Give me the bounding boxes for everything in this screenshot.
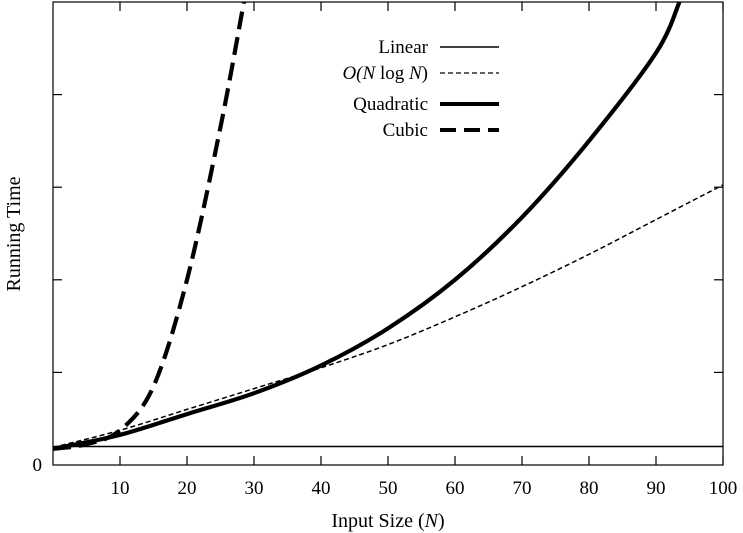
series-line-thick-dashed [52, 1, 246, 451]
x-tick-label-30: 30 [245, 478, 264, 499]
x-tick-label-20: 20 [178, 478, 197, 499]
legend-nlogn-n2: N [408, 63, 423, 84]
x-axis-label: Input Size (N) [331, 510, 444, 532]
x-tick-label-40: 40 [312, 478, 331, 499]
legend-label-linear: Linear [378, 37, 428, 58]
x-axis-label-suffix: ) [438, 510, 445, 532]
x-tick-label-100: 100 [709, 478, 738, 499]
x-tick-label-50: 50 [379, 478, 398, 499]
legend-nlogn-suffix: ) [422, 63, 428, 84]
series-line-thick-solid [52, 1, 682, 451]
legend: Linear O(N log N) Quadratic Cubic [342, 37, 499, 141]
x-axis-label-prefix: Input Size ( [331, 510, 425, 532]
x-axis-label-var: N [424, 510, 440, 532]
legend-label-quadratic: Quadratic [353, 94, 428, 115]
series-lines [52, 1, 724, 451]
legend-label-cubic: Cubic [383, 120, 428, 141]
x-tick-label-60: 60 [446, 478, 465, 499]
series-line-thin-dashed [52, 184, 724, 449]
x-tick-label-70: 70 [513, 478, 532, 499]
x-tick-labels: 10 20 30 40 50 60 70 80 90 100 [111, 478, 738, 499]
x-tick-label-10: 10 [111, 478, 130, 499]
legend-label-nlogn: O(N log N) [342, 63, 428, 84]
legend-nlogn-n1: N [362, 63, 377, 84]
y-axis-label: Running Time [3, 176, 25, 291]
legend-nlogn-log: log [375, 63, 409, 84]
legend-nlogn-prefix: O( [342, 63, 364, 84]
y-tick-label-zero: 0 [33, 455, 43, 476]
x-tick-label-90: 90 [647, 478, 666, 499]
axis-ticks [53, 2, 724, 465]
x-tick-label-80: 80 [580, 478, 599, 499]
